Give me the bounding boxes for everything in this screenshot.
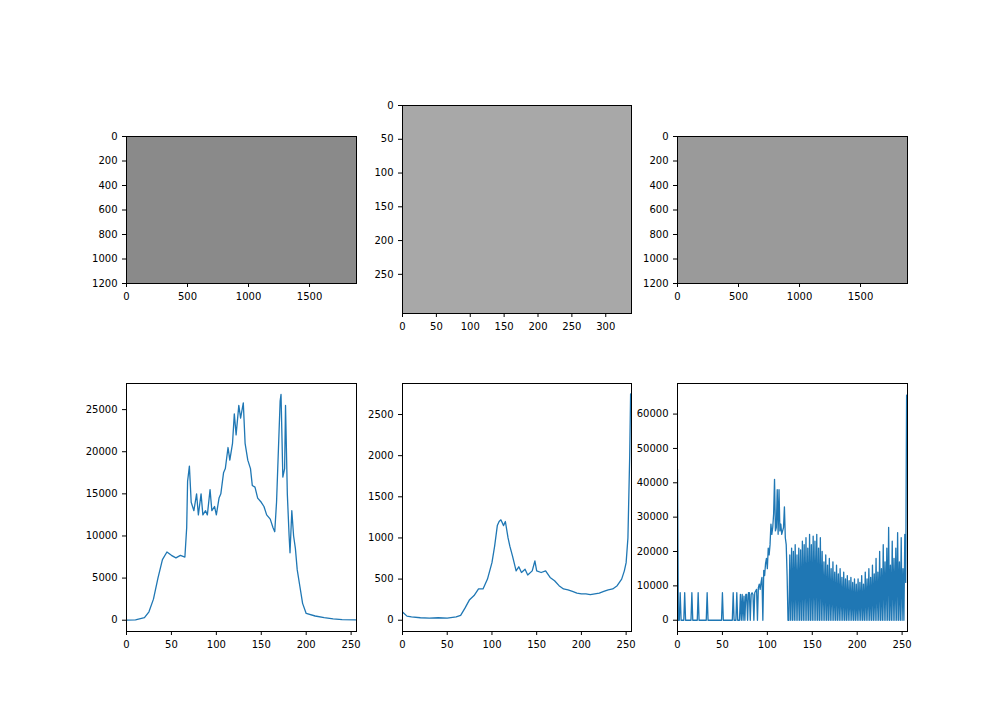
svg-text:400: 400 <box>649 180 668 191</box>
svg-text:100: 100 <box>207 639 226 650</box>
svg-text:5000: 5000 <box>92 572 117 583</box>
svg-text:0: 0 <box>123 639 129 650</box>
svg-text:50: 50 <box>381 133 394 144</box>
svg-text:500: 500 <box>729 291 748 302</box>
svg-text:50: 50 <box>430 321 443 332</box>
svg-text:400: 400 <box>98 180 117 191</box>
svg-text:1200: 1200 <box>643 278 668 289</box>
svg-text:0: 0 <box>111 131 117 142</box>
svg-text:50: 50 <box>716 639 729 650</box>
svg-text:500: 500 <box>178 291 197 302</box>
svg-text:25000: 25000 <box>86 404 118 415</box>
svg-text:1200: 1200 <box>92 278 117 289</box>
svg-text:150: 150 <box>495 321 514 332</box>
svg-text:600: 600 <box>98 204 117 215</box>
svg-text:200: 200 <box>572 639 591 650</box>
svg-text:0: 0 <box>399 639 405 650</box>
svg-text:50000: 50000 <box>637 443 669 454</box>
svg-text:150: 150 <box>803 639 822 650</box>
svg-text:1000: 1000 <box>92 253 117 264</box>
svg-text:1000: 1000 <box>787 291 812 302</box>
svg-text:200: 200 <box>649 155 668 166</box>
svg-text:1500: 1500 <box>297 291 322 302</box>
svg-text:0: 0 <box>387 614 393 625</box>
svg-text:15000: 15000 <box>86 488 118 499</box>
svg-text:150: 150 <box>374 201 393 212</box>
svg-text:200: 200 <box>297 639 316 650</box>
svg-text:100: 100 <box>461 321 480 332</box>
svg-text:1500: 1500 <box>368 491 393 502</box>
svg-text:100: 100 <box>758 639 777 650</box>
svg-text:0: 0 <box>674 291 680 302</box>
svg-text:2500: 2500 <box>368 409 393 420</box>
svg-text:250: 250 <box>617 639 636 650</box>
svg-text:0: 0 <box>662 614 668 625</box>
svg-text:200: 200 <box>98 155 117 166</box>
svg-text:300: 300 <box>596 321 615 332</box>
svg-text:600: 600 <box>649 204 668 215</box>
svg-text:0: 0 <box>387 100 393 111</box>
svg-text:200: 200 <box>528 321 547 332</box>
svg-text:0: 0 <box>123 291 129 302</box>
svg-text:2000: 2000 <box>368 450 393 461</box>
svg-text:100: 100 <box>482 639 501 650</box>
svg-text:50: 50 <box>165 639 178 650</box>
svg-text:800: 800 <box>98 229 117 240</box>
svg-text:60000: 60000 <box>637 408 669 419</box>
svg-text:50: 50 <box>441 639 454 650</box>
svg-text:150: 150 <box>527 639 546 650</box>
svg-text:1000: 1000 <box>643 253 668 264</box>
svg-text:0: 0 <box>399 321 405 332</box>
svg-text:20000: 20000 <box>637 546 669 557</box>
svg-text:10000: 10000 <box>637 580 669 591</box>
svg-text:200: 200 <box>848 639 867 650</box>
svg-text:100: 100 <box>374 167 393 178</box>
svg-text:200: 200 <box>374 235 393 246</box>
svg-text:1000: 1000 <box>236 291 261 302</box>
svg-text:10000: 10000 <box>86 530 118 541</box>
svg-text:1000: 1000 <box>368 532 393 543</box>
svg-text:1500: 1500 <box>848 291 873 302</box>
svg-text:250: 250 <box>342 639 361 650</box>
svg-text:150: 150 <box>252 639 271 650</box>
svg-text:0: 0 <box>674 639 680 650</box>
svg-text:250: 250 <box>374 269 393 280</box>
svg-text:0: 0 <box>111 614 117 625</box>
svg-text:250: 250 <box>562 321 581 332</box>
svg-text:40000: 40000 <box>637 477 669 488</box>
svg-text:0: 0 <box>662 131 668 142</box>
svg-text:20000: 20000 <box>86 446 118 457</box>
svg-text:800: 800 <box>649 229 668 240</box>
svg-text:250: 250 <box>893 639 912 650</box>
svg-text:500: 500 <box>374 573 393 584</box>
svg-text:30000: 30000 <box>637 511 669 522</box>
